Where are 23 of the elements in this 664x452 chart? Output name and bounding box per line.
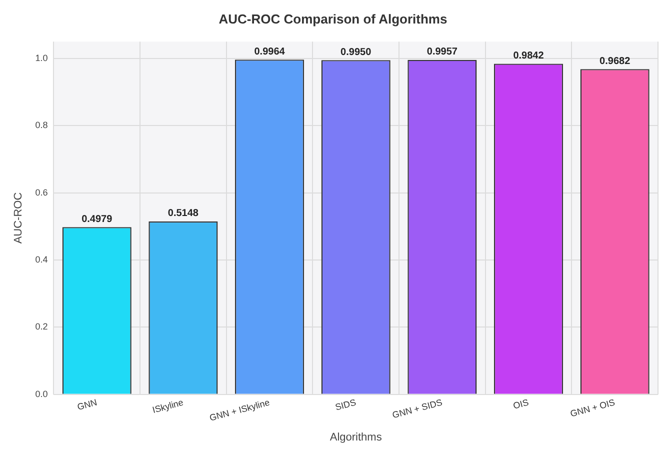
x-axis-title: Algorithms xyxy=(330,431,382,444)
data-label: 0.4979 xyxy=(82,214,113,225)
y-tick-label: 1.0 xyxy=(35,52,48,63)
y-tick-label: 0.2 xyxy=(35,322,48,332)
data-label: 0.9964 xyxy=(254,46,286,58)
data-label: 0.5148 xyxy=(168,208,199,220)
y-tick-label: 0.6 xyxy=(35,187,48,198)
data-label: 0.9682 xyxy=(600,56,631,67)
chart-title: AUC-ROC Comparison of Algorithms xyxy=(218,11,448,26)
x-tick-label: GNN xyxy=(76,397,98,412)
data-label: 0.9950 xyxy=(340,46,372,58)
x-tick-label: ISkyline xyxy=(151,397,184,416)
data-label: 0.9842 xyxy=(513,50,544,62)
x-tick-label: GNN + SIDS xyxy=(391,397,444,420)
x-tick-label: GNN + OIS xyxy=(569,397,616,419)
y-tick-label: 0.0 xyxy=(35,388,48,399)
data-label: 0.9957 xyxy=(426,46,458,58)
y-axis-title: AUC-ROC xyxy=(12,192,25,244)
y-tick-label: 0.8 xyxy=(35,120,48,130)
x-tick-label: GNN + ISkyline xyxy=(208,397,271,423)
x-tick-label: OIS xyxy=(512,397,530,411)
x-tick-label: SIDS xyxy=(334,397,358,412)
y-tick-label: 0.4 xyxy=(35,254,48,264)
